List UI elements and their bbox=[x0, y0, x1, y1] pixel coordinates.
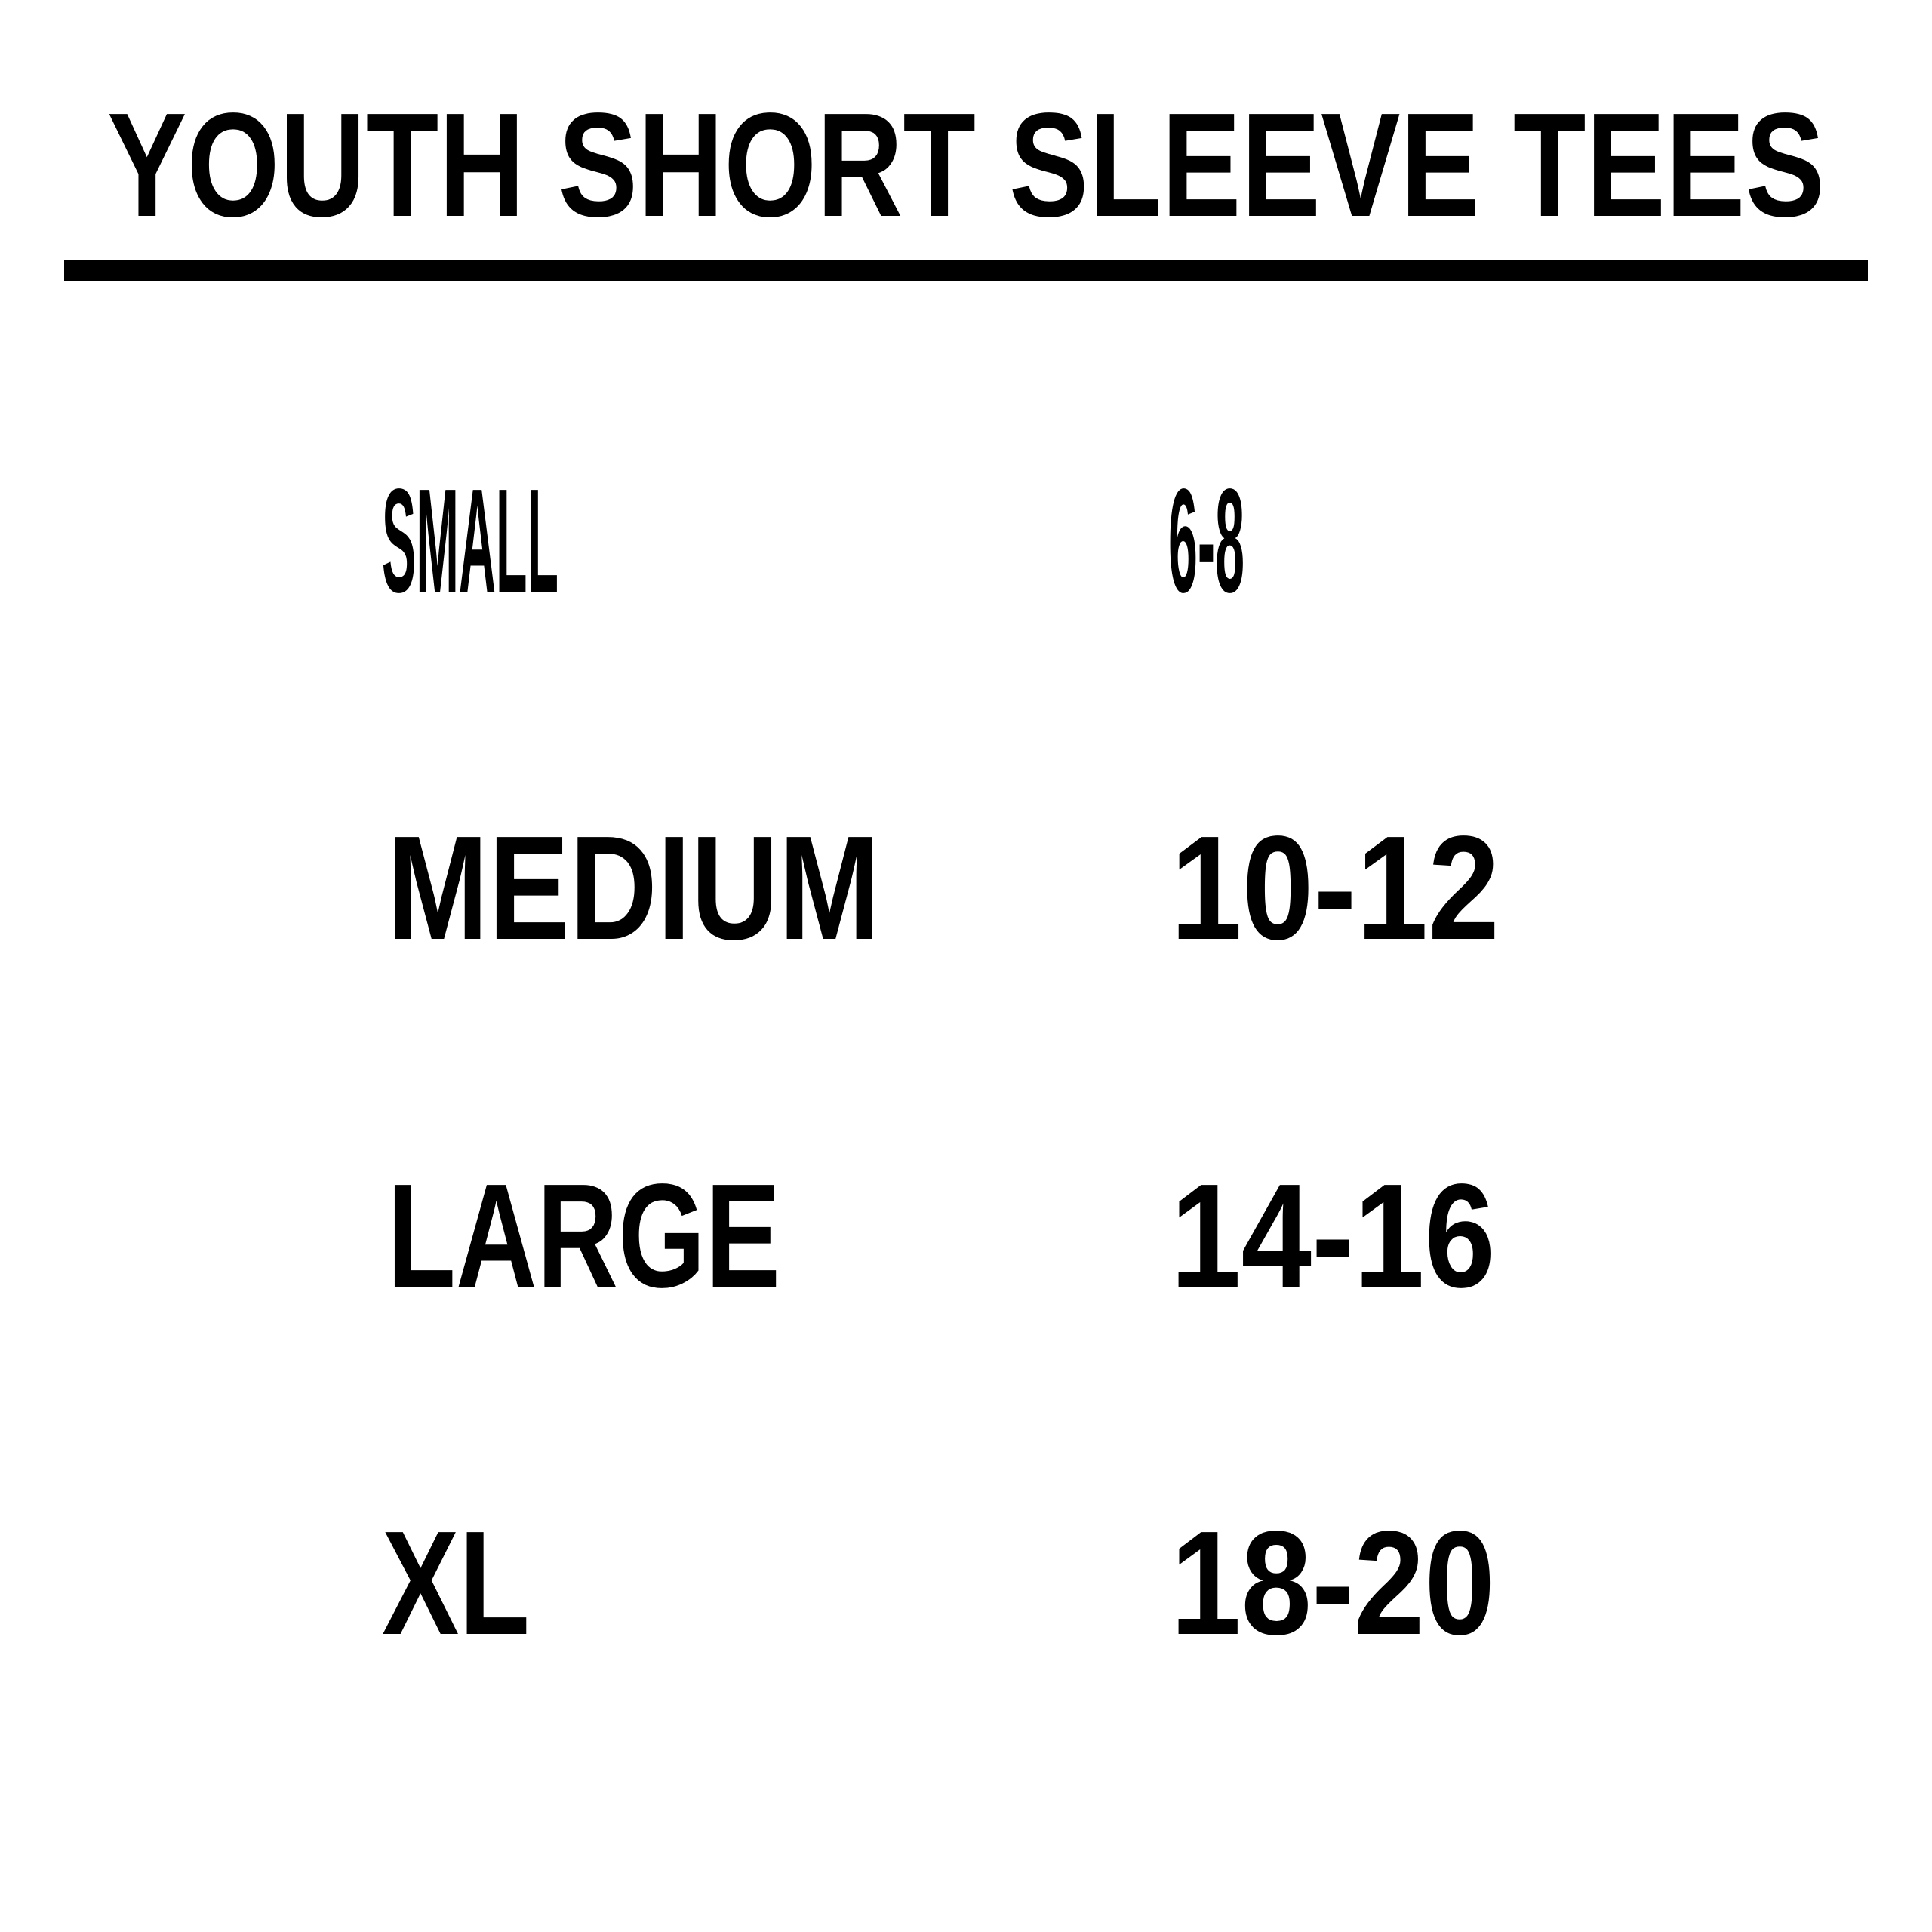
page-title: YOUTH SHORT SLEEVE TEES bbox=[107, 82, 1825, 248]
size-range: 6-8 bbox=[1168, 458, 1244, 623]
title-divider bbox=[64, 260, 1868, 281]
size-range: 14-16 bbox=[1171, 1153, 1495, 1318]
size-row-small: SMALL 6-8 bbox=[382, 458, 1244, 623]
size-row-xl: XL 18-20 bbox=[382, 1500, 1495, 1666]
size-label: LARGE bbox=[387, 1153, 780, 1318]
size-label: XL bbox=[382, 1500, 530, 1666]
size-label: SMALL bbox=[382, 458, 558, 623]
size-row-medium: MEDIUM 10-12 bbox=[387, 805, 1500, 971]
size-range: 18-20 bbox=[1171, 1500, 1495, 1666]
size-range: 10-12 bbox=[1171, 805, 1500, 971]
size-row-large: LARGE 14-16 bbox=[387, 1153, 1495, 1318]
size-label: MEDIUM bbox=[387, 805, 880, 971]
